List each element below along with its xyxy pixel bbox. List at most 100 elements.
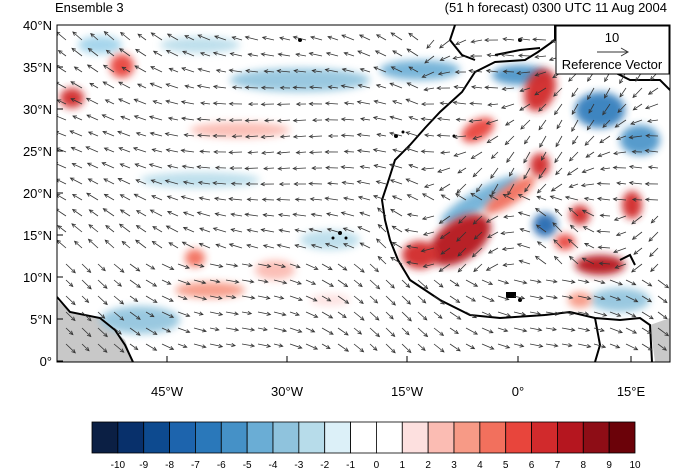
wind-vector-head	[324, 149, 330, 155]
wind-vector-head	[485, 218, 491, 223]
wind-vector	[593, 279, 605, 284]
wind-vector-head	[534, 255, 540, 261]
wind-vector-head	[616, 296, 622, 301]
wind-vector	[369, 343, 378, 351]
wind-vector	[229, 243, 243, 249]
wind-vector	[70, 81, 83, 89]
wind-vector-head	[421, 216, 427, 221]
wind-vector-head	[326, 212, 331, 217]
wind-vector-head	[454, 282, 460, 287]
wind-vector	[632, 87, 643, 98]
wind-vector-head	[85, 146, 91, 151]
wind-vector-head	[420, 149, 426, 154]
wind-vector	[57, 115, 67, 121]
wind-vector	[65, 311, 76, 321]
wind-vector	[645, 103, 659, 109]
wind-vector-head	[421, 299, 427, 304]
wind-vector	[341, 85, 355, 89]
wind-vector	[518, 55, 531, 57]
wind-vector	[614, 215, 627, 221]
wind-vector-head	[72, 31, 77, 36]
wind-vector-head	[390, 256, 395, 261]
wind-vector	[585, 151, 595, 158]
wind-vector-head	[168, 242, 174, 247]
wind-vector	[177, 263, 190, 269]
wind-vector-head	[405, 283, 411, 288]
wind-vector-head	[553, 255, 559, 261]
wind-vector	[72, 163, 83, 169]
wind-vector	[518, 212, 531, 217]
wind-vector-head	[422, 263, 428, 268]
wind-vector	[296, 151, 307, 154]
wind-vector-head	[503, 214, 508, 219]
wind-vector	[523, 167, 531, 180]
wind-vector	[273, 279, 287, 284]
wind-vector-head	[472, 220, 478, 225]
wind-vector-head	[326, 297, 332, 302]
wind-vector	[554, 208, 563, 217]
wind-vector-head	[169, 266, 175, 270]
wind-vector-head	[313, 313, 319, 318]
wind-vector	[629, 182, 643, 185]
wind-vector	[257, 343, 271, 347]
wind-vector-head	[297, 280, 302, 285]
wind-vector	[631, 263, 643, 273]
wind-vector-head	[295, 52, 301, 57]
wind-vector-head	[630, 120, 636, 125]
wind-vector-head	[619, 79, 624, 85]
wind-vector	[145, 279, 157, 287]
wind-vector-head	[308, 227, 314, 232]
wind-vector-head	[619, 92, 624, 98]
wind-vector	[165, 100, 179, 105]
wind-vector-head	[612, 165, 618, 170]
wind-vector-head	[408, 116, 414, 121]
wind-vector	[199, 227, 211, 233]
wind-vector	[118, 178, 131, 185]
wind-vector	[577, 279, 589, 283]
wind-vector-head	[376, 132, 382, 138]
wind-vector-head	[135, 132, 141, 136]
wind-vector-head	[119, 31, 125, 37]
wind-vector	[213, 182, 227, 185]
wind-vector	[625, 327, 637, 334]
wind-vector	[353, 311, 365, 321]
wind-vector-head	[260, 182, 265, 187]
wind-vector-head	[473, 235, 479, 240]
wind-vector	[389, 82, 403, 89]
wind-vector	[129, 311, 141, 320]
wind-vector	[537, 241, 547, 249]
wind-vector-head	[502, 69, 508, 74]
wind-vector-head	[151, 195, 156, 199]
wind-vector-head	[152, 330, 158, 335]
wind-vector-head	[119, 348, 125, 353]
wind-vector	[577, 327, 590, 331]
wind-vector-head	[469, 101, 474, 106]
wind-vector	[343, 197, 355, 201]
wind-vector-head	[500, 104, 506, 109]
wind-vector	[408, 164, 419, 169]
wind-vector	[183, 227, 195, 233]
wind-vector-head	[615, 344, 621, 349]
wind-vector	[545, 327, 557, 331]
wind-vector	[554, 151, 563, 163]
wind-vector	[454, 151, 467, 157]
reference-arrow-icon	[620, 47, 630, 57]
wind-vector-head	[196, 211, 202, 216]
wind-vector-head	[277, 166, 282, 171]
wind-vector-head	[375, 180, 381, 185]
wind-vector	[341, 118, 355, 121]
wind-vector-head	[135, 267, 141, 272]
wind-vector-head	[453, 85, 459, 90]
wind-vector	[241, 279, 254, 283]
wind-vector-head	[375, 34, 381, 39]
wind-vector-head	[308, 150, 314, 155]
wind-vector	[545, 343, 558, 347]
wind-vector-head	[423, 183, 429, 188]
wind-vector-head	[231, 36, 237, 41]
wind-vector-head	[406, 212, 412, 217]
wind-vector	[535, 208, 547, 217]
wind-vector	[616, 135, 627, 140]
wind-vector-head	[426, 44, 431, 49]
wind-vector-head	[372, 346, 378, 351]
wind-vector	[289, 279, 302, 285]
